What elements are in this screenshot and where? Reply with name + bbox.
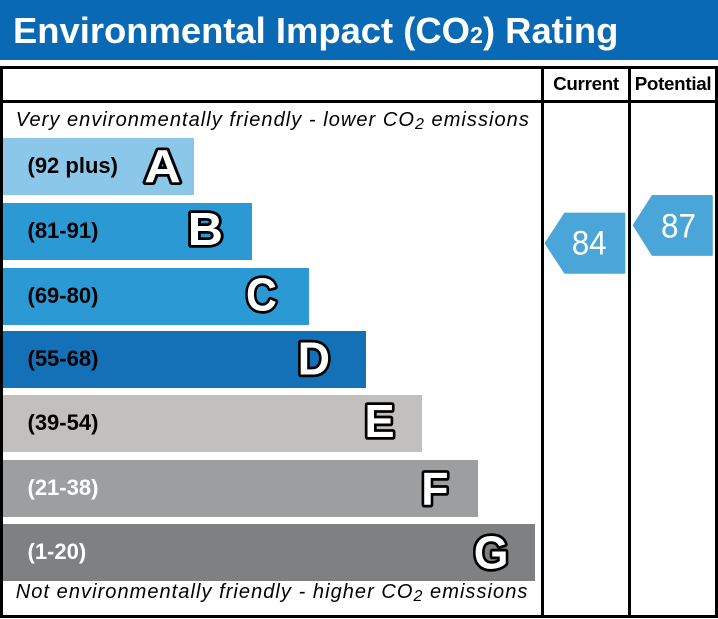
svg-text:B: B — [188, 204, 223, 255]
svg-text:E: E — [365, 396, 395, 448]
svg-text:F: F — [421, 463, 448, 515]
svg-text:D: D — [298, 333, 330, 385]
svg-text:A: A — [144, 141, 181, 192]
svg-text:G: G — [474, 527, 509, 579]
svg-text:84: 84 — [572, 224, 607, 262]
svg-text:C: C — [246, 270, 277, 321]
svg-text:87: 87 — [661, 208, 696, 246]
